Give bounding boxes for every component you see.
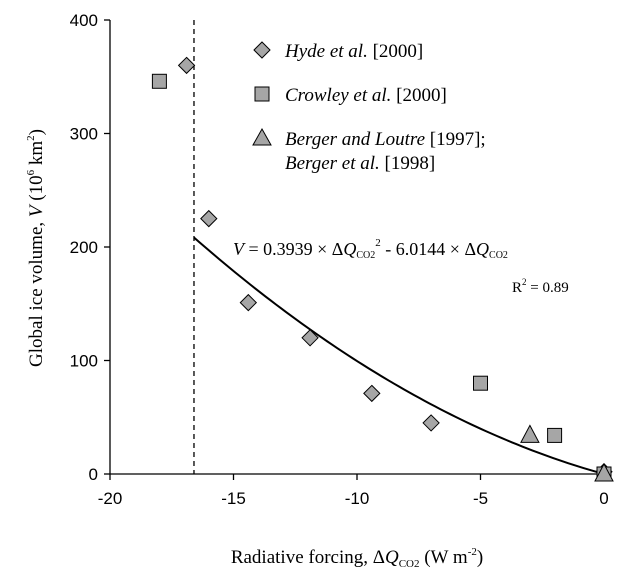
data-point-diamond [239, 293, 258, 312]
y-tick-label: 200 [70, 238, 98, 257]
x-ticks: -20 -15 -10 -5 0 [98, 474, 609, 508]
equation-annotation: V = 0.3939 × ΔQCO22 - 6.0144 × ΔQCO2 [233, 237, 508, 261]
legend-marker-square [254, 86, 270, 102]
x-tick-label: -5 [473, 489, 488, 508]
data-point-diamond [177, 56, 196, 75]
y-ticks: 0 100 200 300 400 [70, 11, 110, 484]
fit-curve [193, 236, 605, 475]
y-tick-label: 400 [70, 11, 98, 30]
data-point-square [151, 73, 167, 89]
legend-label-berger-line1: Berger and Loutre [1997]; [285, 129, 486, 150]
x-tick-label: -15 [221, 489, 246, 508]
r-squared-annotation: R2 = 0.89 [512, 277, 569, 296]
legend-marker-diamond [253, 41, 271, 59]
data-point-diamond [363, 384, 381, 403]
data-point-diamond [200, 209, 218, 228]
x-tick-label: -10 [345, 489, 370, 508]
legend-marker-triangle [252, 127, 272, 146]
x-tick-label: 0 [599, 489, 608, 508]
data-point-diamond [301, 329, 319, 347]
x-tick-label: -20 [98, 489, 123, 508]
y-axis-title: Global ice volume, V (106 km2) [25, 129, 47, 367]
legend-label-hyde: Hyde et al. [2000] [284, 41, 423, 62]
data-point-square [547, 427, 563, 443]
data-point-diamond [422, 414, 440, 432]
y-tick-label: 300 [70, 125, 98, 144]
data-point-triangle [520, 424, 540, 443]
y-tick-label: 100 [70, 352, 98, 371]
data-point-square [473, 375, 488, 391]
data-points [151, 56, 614, 482]
legend: Hyde et al. [2000] Crowley et al. [2000]… [252, 41, 486, 174]
legend-label-crowley: Crowley et al. [2000] [285, 85, 447, 106]
legend-label-berger-line2: Berger et al. [1998] [285, 153, 435, 174]
x-axis-title: Radiative forcing, ΔQCO2 (W m-2) [231, 546, 483, 570]
y-tick-label: 0 [89, 465, 98, 484]
data-point-triangle [594, 462, 614, 482]
